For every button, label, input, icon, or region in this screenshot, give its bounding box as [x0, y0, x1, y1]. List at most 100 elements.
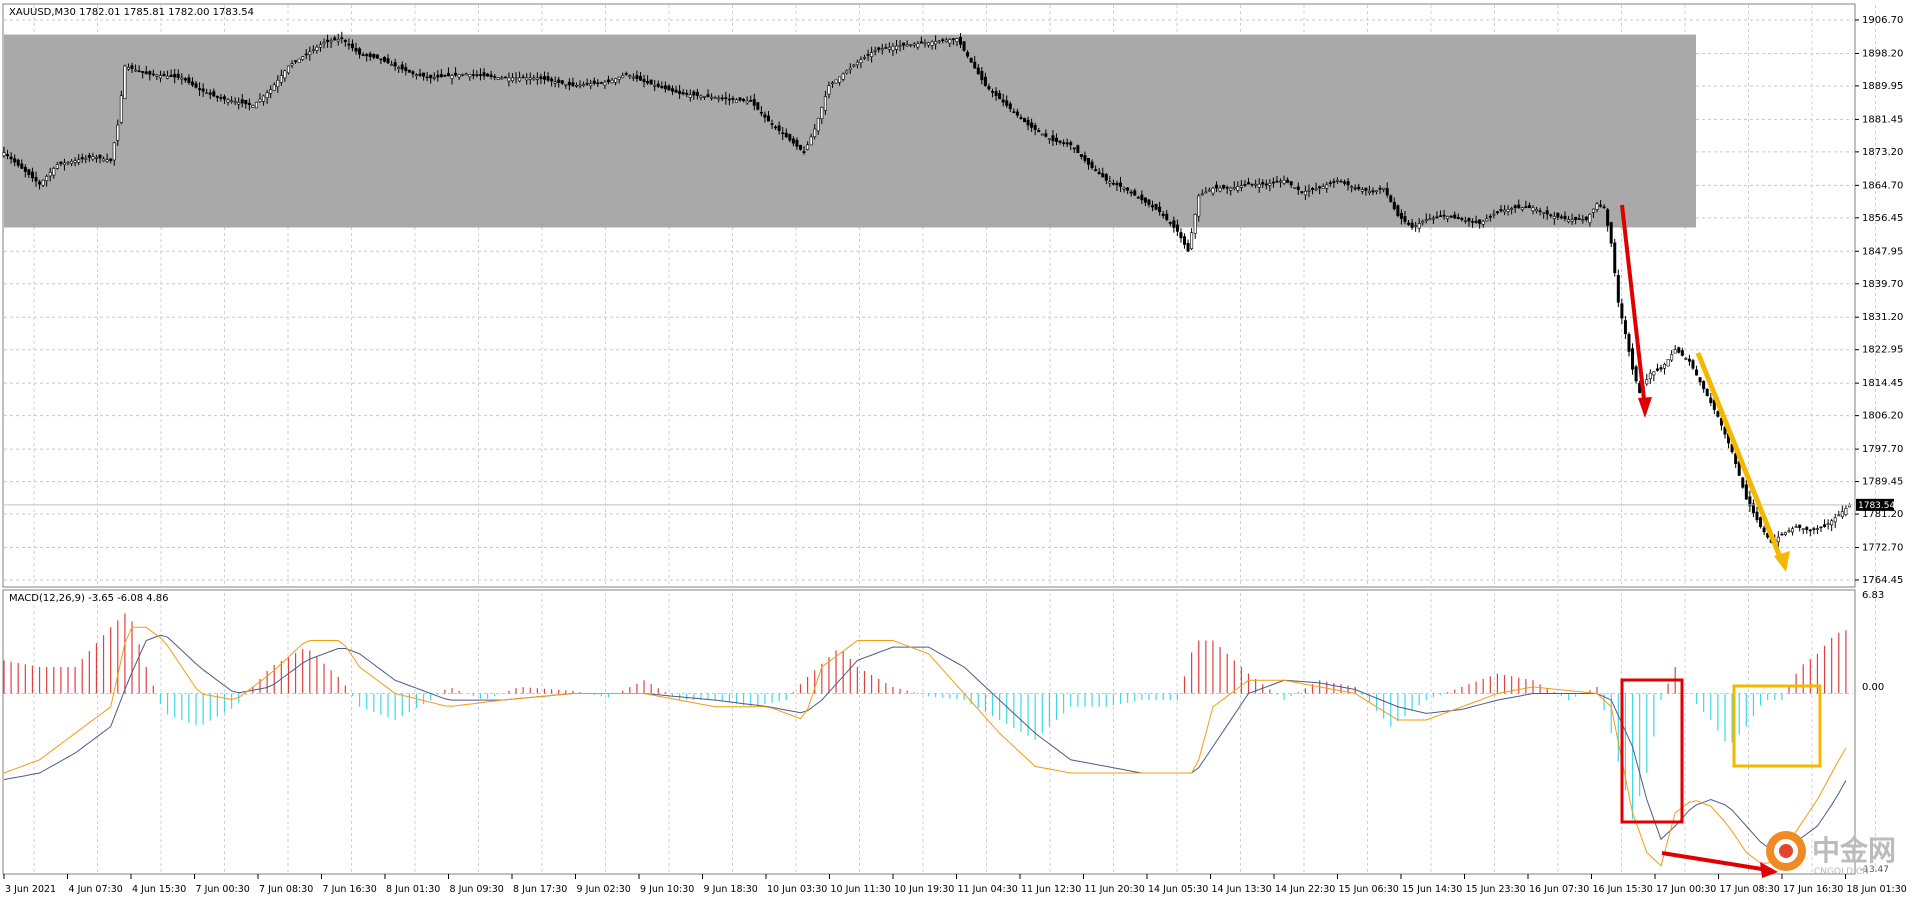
candle-body	[774, 126, 778, 129]
candle-body	[73, 160, 77, 163]
candle-body	[9, 156, 13, 160]
candle-body	[48, 172, 52, 177]
candle-body	[1396, 205, 1400, 216]
time-tick-label: 11 Jun 20:30	[1085, 884, 1145, 895]
price-tick-label: 1898.20	[1862, 48, 1903, 59]
candle-body	[1755, 511, 1759, 521]
candle-body	[1602, 206, 1606, 209]
candle-body	[446, 73, 450, 77]
candle-body	[1680, 350, 1684, 356]
candle-body	[1183, 236, 1187, 245]
candle-body	[1058, 140, 1062, 143]
candle-body	[62, 162, 66, 165]
candle-body	[1581, 219, 1585, 221]
candle-body	[169, 74, 173, 77]
candle-body	[1495, 211, 1499, 213]
candle-body	[1666, 359, 1670, 367]
candle-body	[297, 58, 301, 63]
candle-body	[1815, 528, 1819, 530]
candle-body	[91, 156, 95, 160]
candle-body	[941, 39, 945, 41]
time-tick-label: 9 Jun 10:30	[640, 884, 694, 895]
candle-body	[176, 73, 180, 78]
candle-body	[909, 44, 913, 46]
candle-body	[646, 81, 650, 84]
candle-body	[1190, 232, 1194, 249]
candle-body	[1126, 187, 1130, 191]
candle-body	[109, 158, 113, 161]
candle-body	[1065, 142, 1069, 145]
candle-body	[400, 64, 404, 70]
candle-body	[759, 111, 763, 114]
time-tick-label: 17 Jun 16:30	[1783, 884, 1843, 895]
candle-body	[1218, 187, 1222, 192]
candle-body	[1748, 496, 1752, 507]
candle-body	[1339, 180, 1343, 183]
candle-body	[994, 91, 998, 96]
candle-body	[439, 74, 443, 77]
candle-body	[742, 98, 746, 102]
candle-body	[87, 155, 91, 158]
time-tick-label: 8 Jun 17:30	[513, 884, 567, 895]
candle-body	[1055, 137, 1059, 142]
candle-body	[1751, 503, 1755, 514]
time-tick-label: 11 Jun 04:30	[958, 884, 1018, 895]
candle-body	[1627, 333, 1631, 352]
candle-body	[1791, 528, 1795, 533]
candle-body	[1744, 484, 1748, 500]
candle-body	[862, 57, 866, 59]
time-axis: 3 Jun 2021 4 Jun 07:30 4 Jun 15:30 7 Jun 00…	[3, 874, 1907, 895]
candle-body	[813, 128, 817, 137]
candle-body	[1485, 218, 1489, 222]
candle-body	[585, 82, 589, 85]
candle-body	[973, 61, 977, 69]
candle-body	[1097, 171, 1101, 175]
candle-body	[1595, 203, 1599, 210]
candle-body	[183, 78, 187, 81]
candle-body	[1449, 215, 1453, 218]
candle-body	[102, 158, 106, 162]
candle-body	[1812, 528, 1816, 530]
candle-body	[998, 93, 1002, 100]
candle-body	[937, 40, 941, 43]
candle-body	[912, 43, 916, 46]
candle-body	[980, 71, 984, 81]
candle-body	[638, 76, 642, 81]
candle-body	[215, 96, 219, 98]
candle-body	[859, 59, 863, 64]
candle-body	[542, 76, 546, 80]
candle-body	[1716, 411, 1720, 417]
candle-body	[1527, 205, 1531, 209]
candle-body	[521, 76, 525, 79]
candle-body	[1819, 526, 1823, 529]
candle-body	[1510, 208, 1514, 210]
candle-body	[1591, 208, 1595, 213]
candle-body	[1702, 381, 1706, 390]
candle-body	[830, 82, 834, 85]
candle-body	[475, 74, 479, 76]
candle-body	[1229, 187, 1233, 191]
candle-body	[1453, 214, 1457, 219]
candle-body	[934, 41, 938, 45]
candle-body	[70, 161, 74, 164]
candle-body	[1759, 517, 1763, 527]
candle-body	[407, 69, 411, 73]
candle-body	[1830, 520, 1834, 526]
candle-body	[848, 67, 852, 70]
candle-body	[27, 169, 31, 176]
time-tick-label: 15 Jun 14:30	[1402, 884, 1462, 895]
candle-body	[1684, 358, 1688, 360]
candle-body	[1826, 523, 1830, 526]
candle-body	[670, 88, 674, 92]
candle-body	[1623, 320, 1627, 335]
candle-body	[162, 73, 166, 77]
candle-body	[1019, 117, 1023, 119]
candle-body	[930, 41, 934, 46]
candle-body	[1158, 206, 1162, 213]
candle-body	[1069, 142, 1073, 146]
candle-body	[1833, 517, 1837, 523]
candle-body	[1275, 181, 1279, 183]
candle-body	[1040, 133, 1044, 136]
time-tick-label: 9 Jun 02:30	[577, 884, 631, 895]
